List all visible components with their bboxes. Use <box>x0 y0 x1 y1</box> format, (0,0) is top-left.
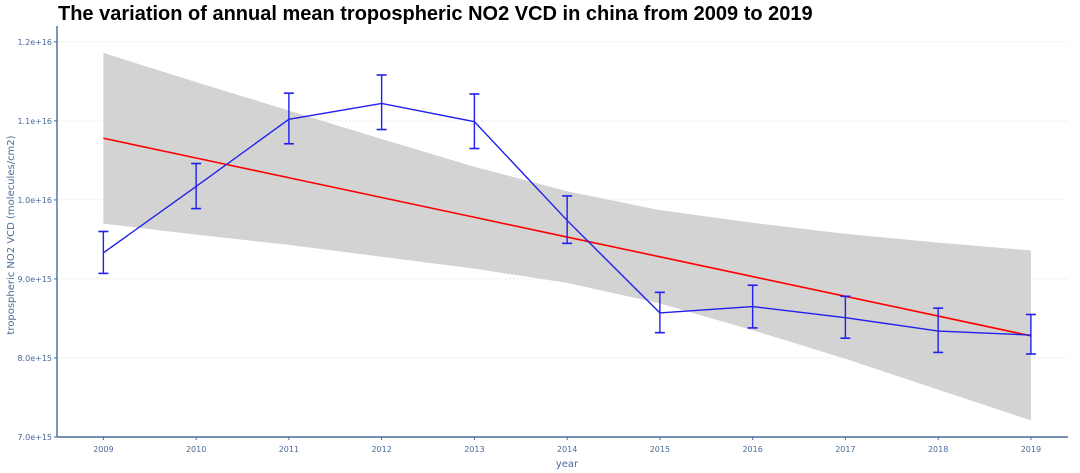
x-tick-label-2012: 2012 <box>371 445 391 454</box>
error-bar-2018 <box>933 307 944 354</box>
x-tick-label-2017: 2017 <box>835 445 855 454</box>
series-group <box>98 74 1036 355</box>
error-bar-2016 <box>747 284 758 329</box>
x-tick-label-2013: 2013 <box>464 445 484 454</box>
y-tick-label-1.0e+16: 1.0e+16 <box>17 196 52 205</box>
error-bar-2012 <box>376 74 387 131</box>
x-tick-label-2016: 2016 <box>742 445 762 454</box>
error-bar-2015 <box>654 291 665 334</box>
error-bar-2013 <box>469 93 480 150</box>
error-bar-2010 <box>191 162 202 210</box>
x-tick-label-2019: 2019 <box>1021 445 1041 454</box>
error-bar-2019 <box>1025 313 1036 355</box>
x-tick-label-2011: 2011 <box>279 445 299 454</box>
y-tick-label-7.0e+15: 7.0e+15 <box>17 433 52 442</box>
axes: 7.0e+15 8.0e+15 9.0e+15 1.0e+16 1.1e+16 1.2e+… <box>17 26 1068 454</box>
error-bar-2009 <box>98 230 109 275</box>
y-tick-label-9.0e+15: 9.0e+15 <box>17 275 52 284</box>
x-axis-title: year <box>556 459 579 470</box>
x-tick-label-2009: 2009 <box>93 445 113 454</box>
y-axis-title: tropospheric NO2 VCD (molecules/cm2) <box>6 135 17 334</box>
x-tick-label-2018: 2018 <box>928 445 948 454</box>
y-tick-label-1.1e+16: 1.1e+16 <box>17 117 52 126</box>
error-bar-2014 <box>562 195 573 245</box>
chart-title: The variation of annual mean tropospheri… <box>58 3 813 25</box>
error-bar-2017 <box>840 295 851 340</box>
x-tick-label-2015: 2015 <box>650 445 670 454</box>
x-tick-label-2010: 2010 <box>186 445 206 454</box>
y-tick-label-8.0e+15: 8.0e+15 <box>17 354 52 363</box>
x-tick-label-2014: 2014 <box>557 445 577 454</box>
y-tick-label-1.2e+16: 1.2e+16 <box>17 38 52 47</box>
error-bar-2011 <box>283 92 294 145</box>
